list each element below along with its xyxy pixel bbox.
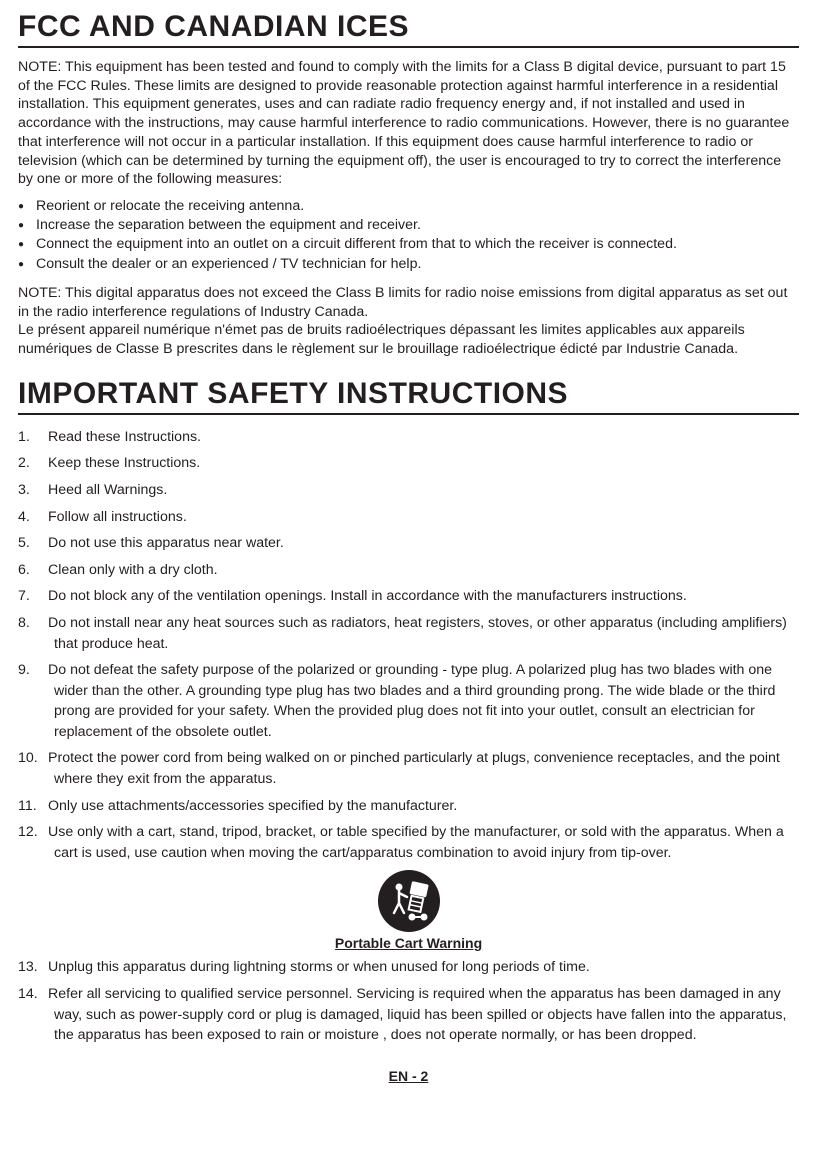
- safety-item-text: Do not install near any heat sources suc…: [48, 615, 787, 652]
- safety-item-text: Do not use this apparatus near water.: [48, 535, 284, 551]
- safety-item: 5.Do not use this apparatus near water.: [18, 533, 799, 554]
- fcc-bullet: Connect the equipment into an outlet on …: [36, 235, 799, 254]
- fcc-bullet: Increase the separation between the equi…: [36, 216, 799, 235]
- fcc-note2-fr: Le présent appareil numérique n'émet pas…: [18, 321, 799, 358]
- fcc-bullet: Consult the dealer or an experienced / T…: [36, 255, 799, 274]
- safety-item-text: Read these Instructions.: [48, 429, 201, 445]
- safety-item-text: Use only with a cart, stand, tripod, bra…: [48, 824, 784, 861]
- safety-item: 7.Do not block any of the ventilation op…: [18, 586, 799, 607]
- safety-list-continued: 13.Unplug this apparatus during lightnin…: [18, 957, 799, 1045]
- safety-item: 2.Keep these Instructions.: [18, 453, 799, 474]
- safety-item-text: Follow all instructions.: [48, 509, 187, 525]
- safety-item: 1.Read these Instructions.: [18, 427, 799, 448]
- safety-item: 12.Use only with a cart, stand, tripod, …: [18, 822, 799, 863]
- safety-item-text: Clean only with a dry cloth.: [48, 562, 218, 578]
- safety-item: 13.Unplug this apparatus during lightnin…: [18, 957, 799, 978]
- safety-item-text: Keep these Instructions.: [48, 455, 200, 471]
- safety-heading: IMPORTANT SAFETY INSTRUCTIONS: [18, 377, 799, 415]
- safety-item: 4.Follow all instructions.: [18, 507, 799, 528]
- fcc-note1: NOTE: This equipment has been tested and…: [18, 58, 799, 189]
- safety-item-text: Only use attachments/accessories specifi…: [48, 798, 457, 814]
- safety-item-text: Heed all Warnings.: [48, 482, 167, 498]
- safety-item: 9.Do not defeat the safety purpose of th…: [18, 660, 799, 742]
- safety-item-text: Protect the power cord from being walked…: [48, 750, 780, 787]
- cart-warning-icon: [377, 869, 441, 933]
- cart-warning-block: Portable Cart Warning: [18, 869, 799, 951]
- fcc-heading: FCC AND CANADIAN ICES: [18, 10, 799, 48]
- safety-item: 3.Heed all Warnings.: [18, 480, 799, 501]
- safety-item: 11.Only use attachments/accessories spec…: [18, 796, 799, 817]
- fcc-bullet-list: Reorient or relocate the receiving anten…: [18, 197, 799, 274]
- safety-item-text: Refer all servicing to qualified service…: [48, 986, 786, 1043]
- page-footer: EN - 2: [18, 1068, 799, 1084]
- safety-item: 8.Do not install near any heat sources s…: [18, 613, 799, 654]
- safety-item: 10.Protect the power cord from being wal…: [18, 748, 799, 789]
- fcc-bullet: Reorient or relocate the receiving anten…: [36, 197, 799, 216]
- safety-item-text: Do not block any of the ventilation open…: [48, 588, 687, 604]
- safety-item: 14.Refer all servicing to qualified serv…: [18, 984, 799, 1046]
- safety-list: 1.Read these Instructions. 2.Keep these …: [18, 427, 799, 864]
- safety-item-text: Do not defeat the safety purpose of the …: [48, 662, 775, 740]
- cart-warning-caption: Portable Cart Warning: [18, 935, 799, 951]
- safety-item: 6.Clean only with a dry cloth.: [18, 560, 799, 581]
- safety-item-text: Unplug this apparatus during lightning s…: [48, 959, 590, 975]
- fcc-note2-en: NOTE: This digital apparatus does not ex…: [18, 284, 799, 321]
